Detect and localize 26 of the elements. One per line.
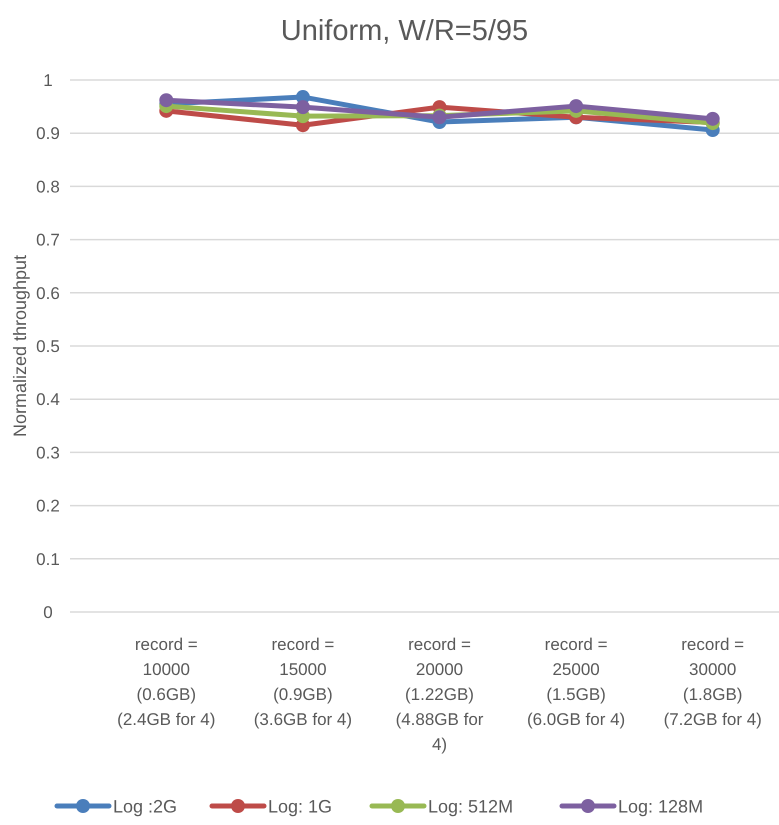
x-tick-label: record = 30000 (1.8GB) (7.2GB for 4) xyxy=(664,635,762,729)
y-tick-label: 0.2 xyxy=(36,496,60,516)
y-tick-label: 0.6 xyxy=(36,284,60,303)
y-tick-label: 0.9 xyxy=(36,124,60,144)
y-tick-label: 0.8 xyxy=(36,177,60,196)
y-tick-label: 1 xyxy=(43,70,53,90)
point xyxy=(569,99,584,114)
y-tick-label: 0.4 xyxy=(36,390,60,410)
legend-label: Log: 128M xyxy=(618,796,704,816)
legend-label: Log: 1G xyxy=(268,796,332,816)
legend-label: Log: 512M xyxy=(428,796,514,816)
y-tick-label: 0.7 xyxy=(36,230,60,250)
y-tick-label: 0.3 xyxy=(36,443,60,462)
y-axis-title: Normalized throughput xyxy=(10,254,30,438)
y-tick-label: 0.5 xyxy=(36,336,60,356)
legend-label: Log :2G xyxy=(113,796,178,816)
x-tick-label: record = 25000 (1.5GB) (6.0GB for 4) xyxy=(526,635,626,729)
x-tick-label: record = 15000 (0.9GB) (3.6GB for 4) xyxy=(254,635,352,729)
point xyxy=(296,100,310,114)
y-tick-label: 0.1 xyxy=(36,550,60,569)
x-tick-label: record = 10000 (0.6GB) (2.4GB for 4) xyxy=(117,635,216,729)
point xyxy=(706,112,720,126)
y-tick-label: 0 xyxy=(43,602,53,622)
x-tick-label: record = 20000 (1.22GB) (4.88GB for 4) xyxy=(396,635,484,754)
chart-title: Uniform, W/R=5/95 xyxy=(280,15,528,47)
point xyxy=(159,93,174,108)
